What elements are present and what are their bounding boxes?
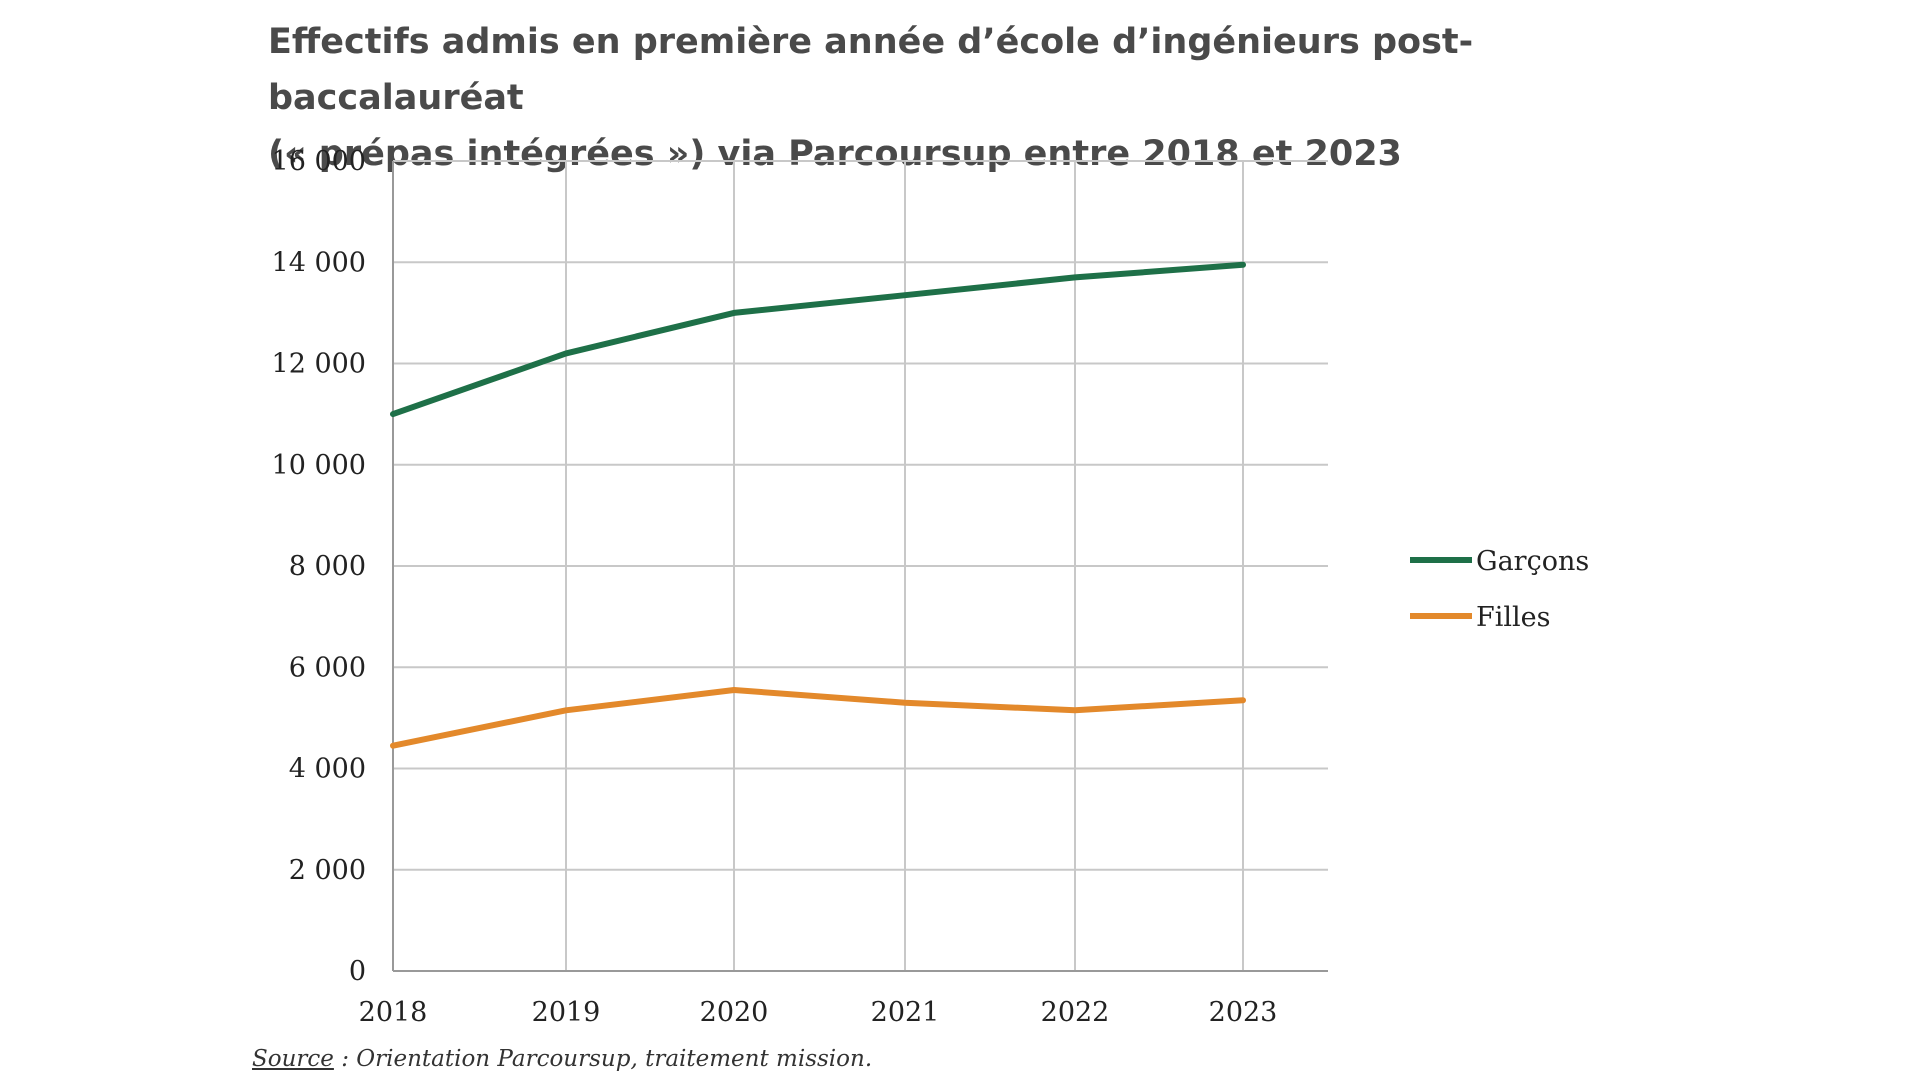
series-line-1 bbox=[390, 687, 1246, 749]
series bbox=[390, 261, 1246, 749]
data-point bbox=[1241, 698, 1245, 702]
data-point bbox=[391, 412, 395, 416]
data-point bbox=[1073, 708, 1077, 712]
chart-title-line-1: Effectifs admis en première année d’écol… bbox=[268, 22, 1474, 118]
data-point bbox=[903, 701, 907, 705]
data-point bbox=[732, 311, 736, 315]
grid bbox=[393, 160, 1328, 971]
y-tick-label: 0 bbox=[349, 956, 366, 987]
y-tick-label: 4 000 bbox=[289, 754, 366, 785]
legend: Garçons Filles bbox=[1410, 546, 1589, 633]
axes bbox=[392, 161, 1328, 972]
chart-title: Effectifs admis en première année d’écol… bbox=[268, 14, 1668, 182]
y-tick-label: 16 000 bbox=[272, 146, 366, 177]
legend-label: Garçons bbox=[1476, 546, 1589, 577]
chart-title-line-2: (« prépas intégrées ») via Parcoursup en… bbox=[268, 134, 1402, 174]
data-point bbox=[391, 744, 395, 748]
x-tick-label: 2022 bbox=[1041, 997, 1110, 1028]
legend-label: Filles bbox=[1476, 602, 1550, 633]
y-axis-ticks: 0 2 000 4 000 6 000 8 000 10 000 12 000 14 000 1… bbox=[272, 146, 366, 987]
source-note: Source : Orientation Parcoursup, traitem… bbox=[252, 1046, 872, 1072]
x-tick-label: 2023 bbox=[1209, 997, 1278, 1028]
data-point bbox=[732, 688, 736, 692]
x-tick-label: 2021 bbox=[871, 997, 940, 1028]
data-point bbox=[1073, 275, 1077, 279]
x-tick-label: 2019 bbox=[532, 997, 601, 1028]
y-tick-label: 12 000 bbox=[272, 349, 366, 380]
y-tick-label: 2 000 bbox=[289, 855, 366, 886]
x-tick-label: 2020 bbox=[700, 997, 769, 1028]
source-label: Source bbox=[252, 1046, 334, 1072]
data-point bbox=[1241, 263, 1245, 267]
series-line-0 bbox=[390, 261, 1246, 418]
source-text: : Orientation Parcoursup, traitement mis… bbox=[333, 1046, 873, 1072]
x-tick-label: 2018 bbox=[359, 997, 428, 1028]
data-point bbox=[564, 351, 568, 355]
x-axis-ticks: 2018 2019 2020 2021 2022 2023 bbox=[359, 997, 1278, 1028]
y-tick-label: 14 000 bbox=[272, 247, 366, 278]
y-tick-label: 8 000 bbox=[289, 551, 366, 582]
data-point bbox=[903, 293, 907, 297]
data-point bbox=[564, 708, 568, 712]
y-tick-label: 10 000 bbox=[272, 450, 366, 481]
y-tick-label: 6 000 bbox=[289, 652, 366, 683]
